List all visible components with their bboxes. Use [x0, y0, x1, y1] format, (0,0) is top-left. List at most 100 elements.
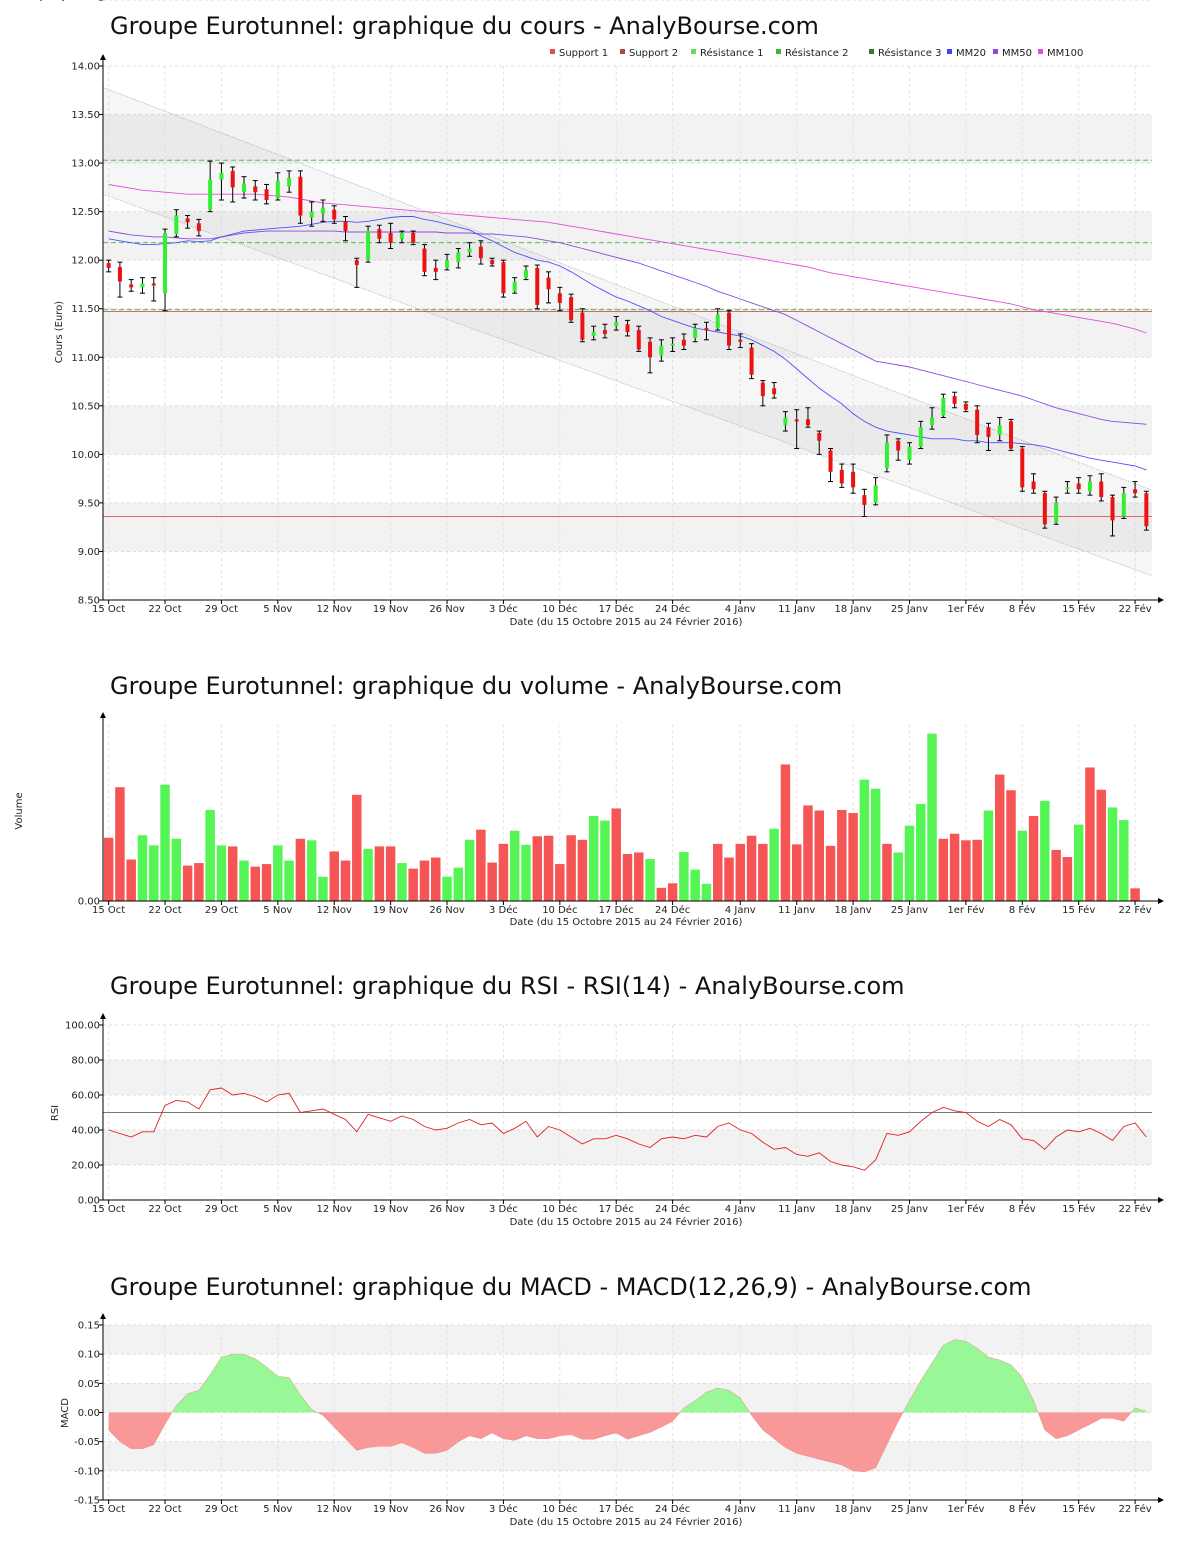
- price-candle-body: [907, 446, 912, 461]
- price-candle-body: [670, 343, 675, 346]
- volume-bar: [442, 876, 452, 901]
- price-y-tick-label: 13.00: [71, 159, 100, 170]
- volume-bar: [1017, 830, 1028, 901]
- price-candle-body: [399, 232, 404, 239]
- price-mm20-line: [108, 216, 1147, 471]
- volume-bar: [690, 869, 700, 901]
- volume-x-tick-label: 22 Fév: [1118, 904, 1151, 916]
- volume-y-tick-label: 3,500,000.00: [33, 0, 100, 3]
- price-candle-body: [1099, 481, 1104, 498]
- price-candle-body: [287, 177, 292, 187]
- price-mm100-line: [108, 184, 1147, 334]
- macd-x-tick-label: 15 Oct: [92, 1504, 125, 1515]
- rsi-x-tick-label: 3 Déc: [489, 1203, 518, 1215]
- macd-x-tick-label: 12 Nov: [317, 1504, 353, 1515]
- price-x-tick-label: 12 Nov: [317, 604, 353, 615]
- volume-bar: [431, 857, 441, 901]
- volume-bar: [701, 883, 712, 901]
- price-x-tick-label: 17 Déc: [599, 603, 634, 615]
- price-candle-body: [309, 211, 314, 218]
- volume-bar: [160, 784, 170, 901]
- macd-x-tick-label: 17 Déc: [599, 1503, 634, 1515]
- price-candle-body: [1065, 487, 1070, 490]
- rsi-grid-band: [103, 1130, 1152, 1165]
- price-candle-body: [535, 267, 540, 305]
- volume-y-tick-label: 500,000.00: [43, 0, 100, 3]
- price-candle-body: [163, 232, 168, 294]
- legend-label: Support 2: [629, 48, 678, 59]
- price-mm50-line: [108, 230, 1147, 425]
- price-candle-body: [151, 283, 156, 286]
- macd-x-tick-label: 19 Nov: [373, 1504, 409, 1515]
- price-chart-panel: Groupe Eurotunnel: graphique du cours - …: [54, 12, 1164, 628]
- price-x-tick-label: 29 Oct: [205, 604, 238, 615]
- volume-y-axis-arrow: [100, 712, 106, 718]
- price-candle-body: [941, 398, 946, 416]
- volume-bar: [284, 860, 294, 901]
- macd-x-tick-label: 10 Déc: [542, 1503, 577, 1515]
- volume-bar: [476, 829, 486, 901]
- volume-bar: [769, 828, 779, 901]
- volume-bar: [487, 862, 497, 901]
- rsi-x-tick-label: 26 Nov: [429, 1204, 465, 1215]
- price-candle-body: [884, 442, 889, 468]
- rsi-y-tick-label: 100.00: [65, 1021, 100, 1032]
- volume-bar: [712, 843, 723, 901]
- price-candle-body: [1042, 493, 1047, 525]
- volume-bar: [408, 868, 418, 901]
- price-candle-body: [648, 341, 653, 358]
- macd-grid-band: [103, 1441, 1152, 1471]
- volume-bar: [137, 835, 148, 901]
- price-x-tick-label: 15 Oct: [92, 604, 125, 615]
- volume-bar: [904, 825, 915, 901]
- volume-y-tick-label: 1,500,000.00: [33, 0, 100, 3]
- macd-x-tick-label: 18 Janv: [834, 1504, 871, 1515]
- volume-bar: [498, 843, 509, 901]
- volume-x-axis-arrow: [1158, 898, 1164, 904]
- price-candle-body: [253, 186, 258, 193]
- volume-bar: [961, 840, 971, 901]
- price-candle-body: [129, 284, 134, 288]
- volume-chart-title: Groupe Eurotunnel: graphique du volume -…: [110, 672, 842, 700]
- volume-bar: [295, 838, 306, 901]
- price-channel-lower-line: [102, 193, 1153, 577]
- macd-x-tick-label: 26 Nov: [429, 1504, 465, 1515]
- price-candle-body: [1110, 497, 1115, 521]
- price-y-tick-label: 13.50: [71, 110, 100, 121]
- price-candle-body: [1054, 502, 1059, 523]
- price-x-tick-label: 25 Janv: [891, 604, 928, 615]
- volume-x-axis-label: Date (du 15 Octobre 2015 au 24 Février 2…: [510, 916, 743, 928]
- price-y-tick-label: 10.50: [71, 401, 100, 412]
- volume-bar: [205, 809, 215, 901]
- price-x-tick-label: 3 Déc: [489, 603, 518, 615]
- price-candle-body: [715, 314, 720, 329]
- price-y-tick-label: 12.00: [71, 256, 100, 267]
- volume-bar: [1130, 888, 1140, 901]
- rsi-x-tick-label: 17 Déc: [599, 1203, 634, 1215]
- legend-swatch: [620, 49, 625, 54]
- volume-bar: [318, 876, 328, 901]
- rsi-y-tick-label: 40.00: [71, 1126, 100, 1137]
- price-candle-body: [952, 396, 957, 404]
- volume-x-tick-label: 3 Déc: [489, 904, 518, 916]
- price-candle-body: [918, 427, 923, 447]
- price-x-tick-label: 4 Janv: [725, 604, 756, 615]
- price-candle-body: [794, 419, 799, 422]
- rsi-x-tick-label: 18 Janv: [834, 1204, 871, 1215]
- rsi-x-tick-label: 8 Fév: [1009, 1203, 1036, 1215]
- rsi-chart-panel: Groupe Eurotunnel: graphique du RSI - RS…: [50, 972, 1164, 1228]
- rsi-grid-band: [103, 1060, 1152, 1095]
- volume-bar: [859, 779, 870, 901]
- volume-x-tick-label: 29 Oct: [205, 905, 238, 916]
- price-candle-body: [896, 440, 901, 451]
- volume-bar: [216, 845, 227, 901]
- rsi-line: [108, 1087, 1147, 1171]
- price-candle-body: [546, 277, 551, 290]
- volume-x-tick-label: 24 Déc: [655, 904, 690, 916]
- macd-y-tick-label: -0.10: [74, 1466, 100, 1477]
- rsi-y-axis-arrow: [100, 1013, 106, 1019]
- price-chart-title: Groupe Eurotunnel: graphique du cours - …: [110, 12, 819, 40]
- legend-swatch: [550, 49, 555, 54]
- price-x-tick-label: 26 Nov: [429, 604, 465, 615]
- legend-swatch: [947, 49, 952, 54]
